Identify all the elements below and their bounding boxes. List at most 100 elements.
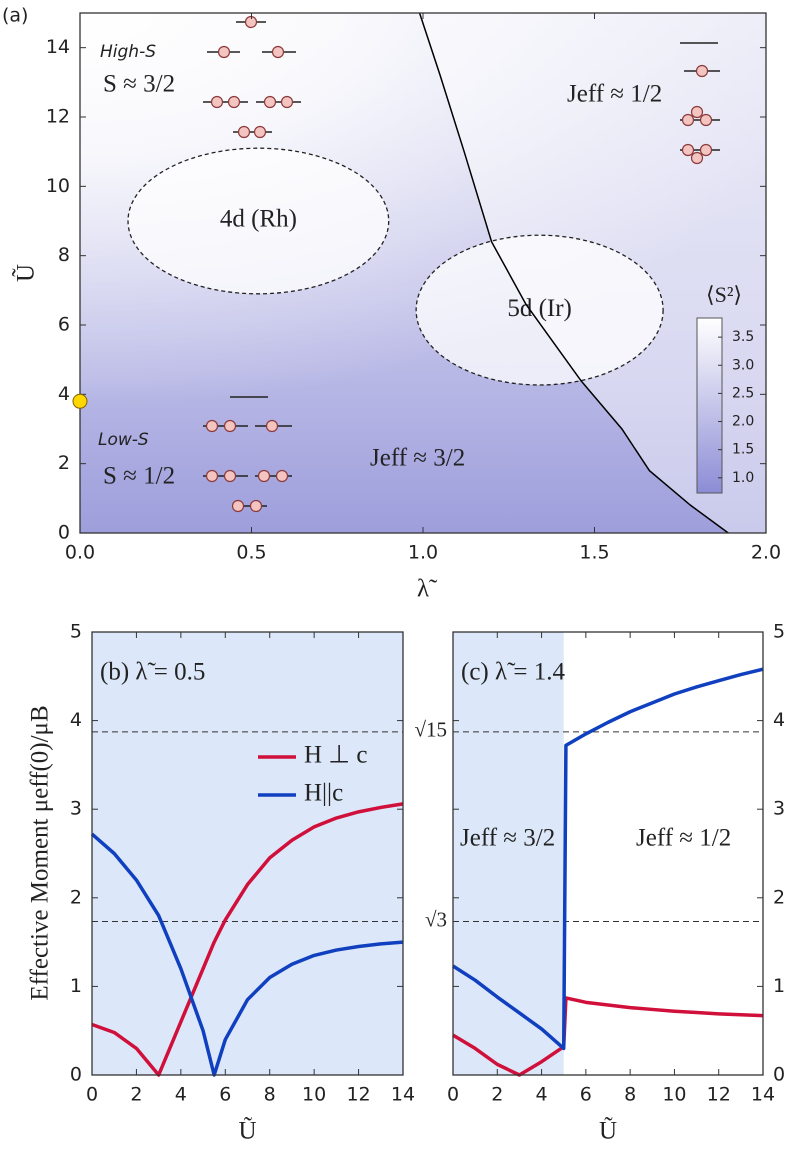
y-tick-label: 6 xyxy=(58,314,70,336)
colorbar xyxy=(696,317,723,494)
y-tick-label: 4 xyxy=(58,383,70,405)
colorbar-tick-label: 3.0 xyxy=(732,357,754,373)
shaded-region xyxy=(92,632,403,1075)
reference-label: √15 xyxy=(414,718,447,742)
y-axis-label: Effective Moment μeff(0)/μB xyxy=(27,705,54,1000)
y-tick-label: 10 xyxy=(46,175,70,197)
colorbar-tick-label: 2.0 xyxy=(732,414,754,430)
y-tick-label: 0 xyxy=(70,1064,82,1086)
electron xyxy=(231,499,245,513)
series-line xyxy=(90,832,404,1077)
y-tick-label: 12 xyxy=(46,106,70,128)
x-tick-label: 12 xyxy=(346,1084,370,1106)
electron xyxy=(249,499,263,513)
annotation: Jeff ≈ 3/2 xyxy=(460,825,555,852)
x-tick-label: 6 xyxy=(219,1084,231,1106)
annotation: Jeff ≈ 3/2 xyxy=(370,445,465,472)
x-axis-label: Ũ xyxy=(599,1117,617,1145)
electron xyxy=(275,469,289,483)
panel-label: (c) λ̃ = 1.4 xyxy=(461,659,565,686)
x-tick-label: 4 xyxy=(175,1084,187,1106)
y-tick-label: 2 xyxy=(70,886,82,908)
y-tick-label: 0 xyxy=(773,1064,785,1086)
y-tick-label: 14 xyxy=(46,36,70,58)
x-tick-label: 8 xyxy=(264,1084,276,1106)
electron xyxy=(681,143,695,157)
region-label: 4d (Rh) xyxy=(220,206,297,233)
electron xyxy=(690,151,704,165)
y-axis-label: Ũ xyxy=(12,264,40,282)
y-tick-label: 8 xyxy=(58,244,70,266)
x-tick-label: 10 xyxy=(662,1084,686,1106)
colorbar-label: ⟨S²⟩ xyxy=(706,282,742,307)
x-tick-label: 1.0 xyxy=(408,542,438,564)
critical-point xyxy=(72,393,88,409)
shaded-region xyxy=(453,632,564,1075)
panel-label: (b) λ̃ = 0.5 xyxy=(100,659,205,686)
x-tick-label: 0 xyxy=(447,1084,459,1106)
y-tick-label: 2 xyxy=(58,452,70,474)
annotation: S ≈ 1/2 xyxy=(103,463,175,490)
legend-label: H||c xyxy=(304,780,343,807)
y-tick-label: 1 xyxy=(773,975,785,997)
electron xyxy=(263,95,277,109)
electron xyxy=(223,469,237,483)
annotation: High-S xyxy=(100,42,156,62)
x-tick-label: 2 xyxy=(130,1084,142,1106)
plot-frame xyxy=(91,631,404,1076)
y-tick-label: 2 xyxy=(773,886,785,908)
electron xyxy=(205,419,219,433)
x-tick-label: 1.5 xyxy=(579,542,609,564)
electron xyxy=(223,419,237,433)
legend-label: H ⊥ c xyxy=(304,742,367,769)
electron xyxy=(699,143,713,157)
electron xyxy=(271,45,285,59)
annotation: Jeff ≈ 1/2 xyxy=(567,81,662,108)
annotation: Jeff ≈ 1/2 xyxy=(636,825,731,852)
x-tick-label: 12 xyxy=(707,1084,731,1106)
x-tick-label: 14 xyxy=(391,1084,415,1106)
annotation: S ≈ 3/2 xyxy=(103,71,175,98)
reference-label: √3 xyxy=(425,907,447,931)
y-tick-label: 1 xyxy=(70,975,82,997)
electron xyxy=(280,95,294,109)
region xyxy=(415,234,664,386)
electron xyxy=(695,64,709,78)
electron xyxy=(257,469,271,483)
x-tick-label: 0 xyxy=(86,1084,98,1106)
y-tick-label: 0 xyxy=(58,522,70,544)
electron xyxy=(690,105,704,119)
electron xyxy=(205,469,219,483)
colorbar-tick-label: 2.5 xyxy=(732,385,754,401)
colorbar-tick-label: 1.0 xyxy=(732,470,754,486)
x-tick-label: 2 xyxy=(491,1084,503,1106)
y-tick-label: 4 xyxy=(773,709,785,731)
colorbar-tick-label: 3.5 xyxy=(732,329,754,345)
x-axis-label: λ̃ xyxy=(417,576,438,603)
series-line xyxy=(91,802,404,1077)
y-tick-label: 3 xyxy=(70,798,82,820)
annotation: Low-S xyxy=(98,430,149,450)
x-tick-label: 0.0 xyxy=(65,542,95,564)
electron xyxy=(681,113,695,127)
electron xyxy=(237,125,251,139)
panel-label: (a) xyxy=(2,5,28,27)
electron xyxy=(210,95,224,109)
electron xyxy=(253,125,267,139)
x-tick-label: 10 xyxy=(302,1084,326,1106)
region-label: 5d (Ir) xyxy=(507,295,572,322)
electron xyxy=(227,95,241,109)
colorbar-tick-label: 1.5 xyxy=(732,442,754,458)
y-tick-label: 5 xyxy=(70,621,82,643)
x-tick-label: 14 xyxy=(751,1084,775,1106)
x-tick-label: 2.0 xyxy=(751,542,781,564)
y-tick-label: 5 xyxy=(773,621,785,643)
x-tick-label: 0.5 xyxy=(236,542,266,564)
x-tick-label: 6 xyxy=(580,1084,592,1106)
electron xyxy=(217,45,231,59)
series-line xyxy=(452,996,764,1077)
electron xyxy=(699,113,713,127)
phase-boundary xyxy=(418,12,729,534)
y-tick-label: 4 xyxy=(70,709,82,731)
